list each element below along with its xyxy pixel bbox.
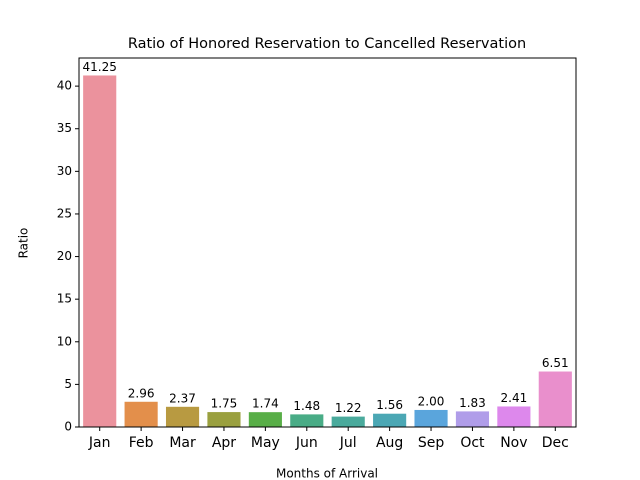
bar [248, 412, 282, 427]
value-label: 1.22 [335, 401, 362, 415]
x-tick-label: Apr [212, 435, 236, 451]
x-tick-label: Sep [418, 435, 445, 451]
x-tick-label: Feb [129, 435, 154, 451]
value-label: 2.00 [418, 394, 445, 408]
bar [414, 409, 448, 427]
y-tick-label: 10 [57, 334, 72, 348]
bar [497, 406, 531, 427]
x-tick-label: Nov [500, 435, 527, 451]
x-tick-label: Oct [460, 435, 485, 451]
y-tick-label: 0 [64, 420, 72, 434]
value-label: 1.74 [252, 397, 279, 411]
bar [83, 75, 117, 428]
y-tick-label: 25 [57, 206, 72, 220]
bar [331, 416, 365, 427]
y-tick-label: 40 [57, 79, 72, 93]
value-label: 2.37 [169, 391, 196, 405]
x-tick-label: Mar [169, 435, 196, 451]
bar [165, 406, 200, 427]
y-tick-label: 15 [57, 292, 72, 306]
x-axis-label: Months of Arrival [276, 467, 378, 480]
value-label: 1.83 [459, 396, 486, 410]
bar [290, 414, 324, 427]
y-tick-label: 30 [57, 164, 72, 178]
x-tick-label: May [251, 435, 280, 451]
bar [207, 412, 241, 427]
bar [538, 371, 572, 427]
plot-frame [78, 57, 577, 428]
x-tick-label: Dec [542, 435, 569, 451]
y-axis-label: Ratio [17, 228, 31, 259]
x-tick-label: Jan [88, 435, 111, 451]
value-label: 2.41 [501, 391, 528, 405]
value-label: 41.25 [83, 60, 117, 74]
x-tick-label: Aug [376, 435, 403, 451]
value-label: 1.48 [293, 399, 320, 413]
y-tick-label: 5 [64, 377, 72, 391]
bar [124, 401, 158, 427]
y-tick-label: 35 [57, 121, 72, 135]
bar [373, 413, 407, 427]
chart-title: Ratio of Honored Reservation to Cancelle… [128, 36, 526, 52]
bar [455, 411, 490, 427]
y-tick-label: 20 [57, 249, 72, 263]
value-label: 1.75 [211, 397, 238, 411]
value-label: 2.96 [128, 386, 155, 400]
value-label: 6.51 [542, 356, 569, 370]
value-label: 1.56 [376, 398, 403, 412]
x-tick-label: Jul [339, 435, 357, 451]
x-tick-label: Jun [295, 435, 318, 451]
